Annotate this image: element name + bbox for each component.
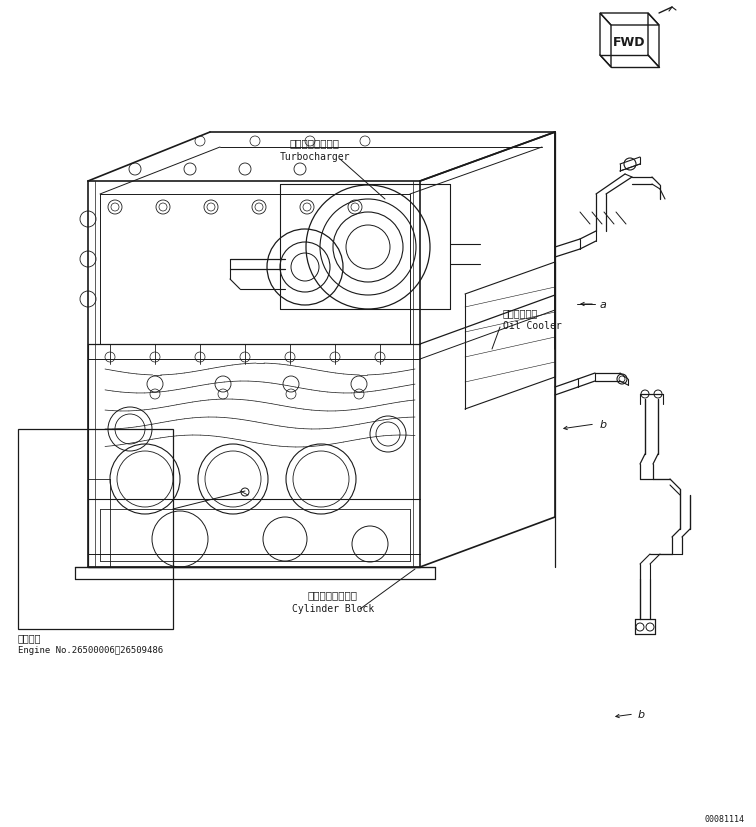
Text: ターボチャージャ: ターボチャージャ: [290, 138, 340, 148]
Text: オイルクーラ: オイルクーラ: [503, 308, 538, 318]
Text: Cylinder Block: Cylinder Block: [292, 603, 374, 614]
Text: b: b: [600, 419, 607, 429]
Text: シリンダブロック: シリンダブロック: [308, 590, 358, 600]
Bar: [18, 429, 173, 629]
Text: Engine No.26500006～26509486: Engine No.26500006～26509486: [18, 646, 163, 655]
Text: FWD: FWD: [613, 36, 646, 49]
Text: 00081114: 00081114: [705, 815, 745, 824]
Text: Turbocharger: Turbocharger: [280, 152, 350, 162]
Text: a: a: [600, 299, 607, 309]
Text: Oil Cooler: Oil Cooler: [503, 321, 562, 331]
Text: b: b: [638, 709, 645, 719]
Text: 適用号機: 適用号機: [18, 632, 42, 643]
